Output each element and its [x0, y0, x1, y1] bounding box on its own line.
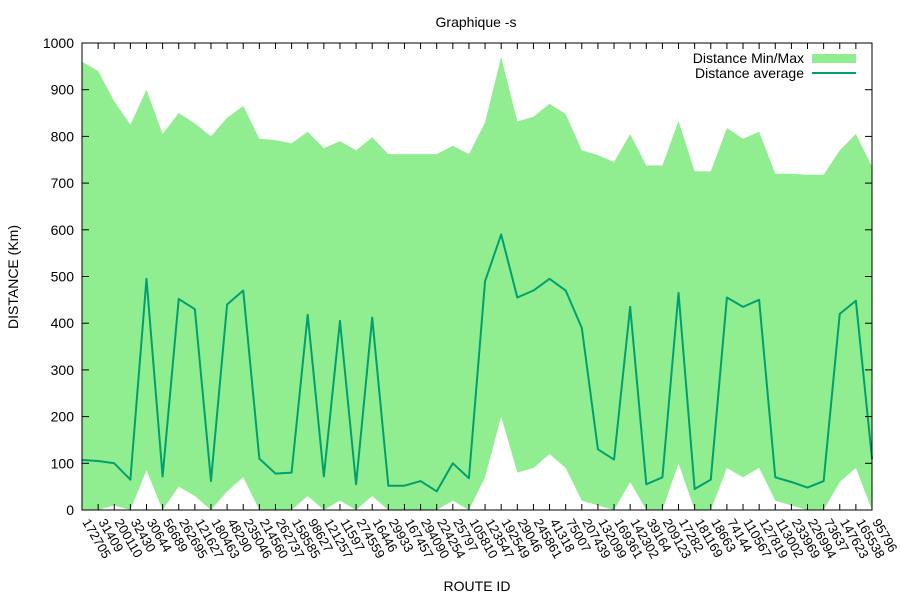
- average-point: [226, 303, 228, 306]
- x-axis-label: ROUTE ID: [444, 578, 511, 594]
- y-tick-label: 0: [66, 502, 74, 518]
- average-point: [532, 289, 535, 292]
- average-point: [806, 486, 809, 489]
- average-point: [500, 233, 502, 236]
- average-point: [516, 296, 519, 299]
- average-point: [661, 476, 664, 479]
- average-point: [790, 481, 793, 483]
- average-point: [258, 457, 261, 460]
- average-point: [339, 320, 341, 322]
- average-point: [435, 490, 438, 493]
- average-point: [613, 458, 615, 461]
- y-tick-label: 900: [51, 82, 75, 98]
- y-tick-label: 200: [51, 409, 75, 425]
- average-point: [274, 472, 277, 475]
- average-point: [355, 483, 357, 486]
- average-point: [210, 480, 212, 482]
- series-minmax-band: [82, 57, 872, 510]
- average-point: [387, 484, 390, 487]
- average-point: [742, 306, 744, 308]
- average-point: [145, 278, 148, 280]
- average-point: [129, 478, 132, 481]
- average-point: [290, 471, 293, 474]
- y-tick-label: 400: [51, 315, 75, 331]
- y-tick-label: 100: [51, 455, 75, 471]
- average-point: [677, 292, 680, 294]
- legend-label-minmax: Distance Min/Max: [693, 50, 804, 66]
- average-point: [838, 313, 841, 315]
- average-point: [194, 308, 196, 310]
- y-tick-label: 800: [51, 128, 75, 144]
- minmax-band-layer: [82, 57, 872, 510]
- y-tick-label: 1000: [43, 35, 74, 51]
- average-point: [564, 289, 567, 292]
- average-point: [693, 488, 696, 490]
- average-point: [306, 313, 309, 316]
- average-point: [97, 460, 99, 462]
- y-tick-label: 300: [51, 362, 75, 378]
- average-point: [548, 278, 551, 280]
- y-tick-label: 700: [51, 175, 75, 191]
- y-tick-label: 500: [51, 269, 75, 285]
- legend-swatch-minmax: [812, 54, 856, 63]
- y-axis-label: DISTANCE (Km): [5, 225, 21, 329]
- series-average-line: [81, 233, 873, 493]
- average-point: [161, 475, 164, 478]
- average-point: [597, 448, 599, 451]
- average-point: [709, 478, 712, 481]
- average-point: [484, 280, 486, 282]
- average-point: [177, 298, 180, 300]
- average-point: [645, 483, 648, 486]
- legend-label-average: Distance average: [695, 65, 804, 81]
- average-point: [403, 484, 406, 487]
- average-point: [726, 296, 728, 299]
- average-point: [113, 462, 116, 465]
- average-point: [371, 316, 374, 319]
- chart-title: Graphique -s: [436, 14, 517, 30]
- average-point: [468, 477, 470, 480]
- average-point: [452, 462, 454, 465]
- average-point: [629, 306, 631, 308]
- y-tick-label: 600: [51, 222, 75, 238]
- average-point: [419, 480, 422, 482]
- average-point: [774, 476, 777, 479]
- average-point: [242, 289, 245, 292]
- average-point: [855, 299, 857, 302]
- average-point: [581, 327, 583, 329]
- legend: Distance Min/Max Distance average: [693, 50, 856, 81]
- average-point: [758, 299, 760, 301]
- average-point: [323, 475, 325, 478]
- average-point: [822, 480, 825, 482]
- y-axis: 0 100 200 300 400 500 600 700 800 900 1000: [43, 35, 872, 518]
